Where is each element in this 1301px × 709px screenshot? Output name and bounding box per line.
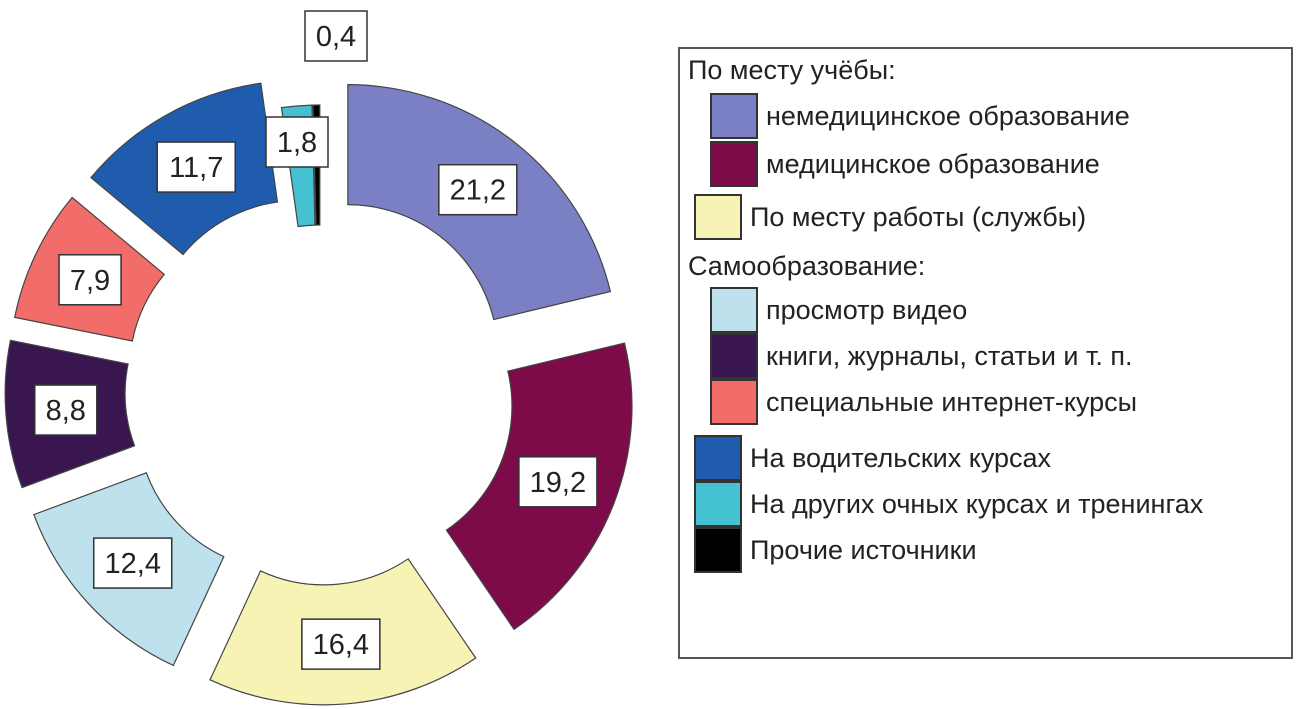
legend-label: На водительских курсах [750, 442, 1052, 473]
data-label-box [304, 10, 368, 62]
legend-swatch [710, 141, 758, 187]
legend-label: По месту работы (службы) [750, 201, 1087, 232]
legend-swatch [710, 333, 758, 379]
data-label: 0,4 [304, 10, 368, 62]
legend-swatch [694, 435, 742, 481]
data-label-text: 21,2 [450, 175, 506, 207]
data-label: 16,4 [301, 618, 381, 670]
legend-group-self: Самообразование: [688, 251, 925, 282]
legend-group-study: По месту учёбы: [688, 55, 896, 86]
data-label: 19,2 [518, 456, 598, 508]
data-label-box [301, 618, 381, 670]
legend-swatch [694, 481, 742, 527]
data-label-text: 11,7 [169, 152, 223, 184]
data-label-text: 8,8 [46, 395, 86, 427]
legend-group-label: Самообразование: [688, 251, 926, 281]
legend-label: медицинское образование [766, 148, 1100, 179]
legend-item: специальные интернет-курсы [710, 379, 1137, 425]
data-label: 11,7 [156, 141, 236, 193]
data-label-box [92, 537, 173, 589]
legend-item: просмотр видео [710, 287, 967, 333]
legend-item: книги, журналы, статьи и т. п. [710, 333, 1133, 379]
data-label-box [265, 116, 329, 168]
data-label-text: 7,9 [70, 265, 110, 297]
legend-group-label: По месту учёбы: [688, 55, 896, 85]
data-label-text: 0,4 [316, 21, 356, 53]
data-label-text: 12,4 [105, 548, 161, 580]
legend-swatch [710, 379, 758, 425]
data-label: 1,8 [265, 116, 329, 168]
data-label-box [438, 163, 518, 216]
data-label: 8,8 [34, 384, 98, 436]
data-label: 21,2 [438, 163, 518, 216]
legend-label: книги, журналы, статьи и т. п. [766, 340, 1133, 371]
data-label-text: 16,4 [313, 629, 369, 661]
data-label-text: 19,2 [530, 467, 586, 499]
data-label-box [156, 141, 236, 193]
legend-item: Прочие источники [694, 527, 977, 573]
data-label-box [58, 254, 122, 306]
legend-label: На других очных курсах и тренингах [750, 488, 1204, 519]
data-label: 7,9 [58, 254, 122, 306]
legend-item: По месту работы (службы) [694, 194, 1086, 240]
legend-item: На водительских курсах [694, 435, 1051, 481]
legend-label: специальные интернет-курсы [766, 386, 1138, 417]
legend: По месту учёбы: немедицинское образовани… [678, 47, 1293, 659]
legend-swatch [710, 93, 758, 139]
legend-swatch [694, 527, 742, 573]
legend-label: просмотр видео [766, 294, 968, 325]
legend-item: немедицинское образование [710, 93, 1130, 139]
data-label-box [518, 456, 598, 508]
donut-chart: 21,2 19,2 16,4 12,4 8,8 7,9 11,7 1,8 0,4 [4, 10, 633, 706]
data-label: 12,4 [92, 537, 173, 589]
legend-swatch [710, 287, 758, 333]
data-label-text: 1,8 [277, 127, 317, 159]
data-label-box [34, 384, 98, 436]
legend-label: Прочие источники [750, 534, 977, 565]
legend-item: медицинское образование [710, 141, 1100, 187]
legend-swatch [694, 194, 742, 240]
legend-label: немедицинское образование [766, 100, 1130, 131]
legend-item: На других очных курсах и тренингах [694, 481, 1203, 527]
